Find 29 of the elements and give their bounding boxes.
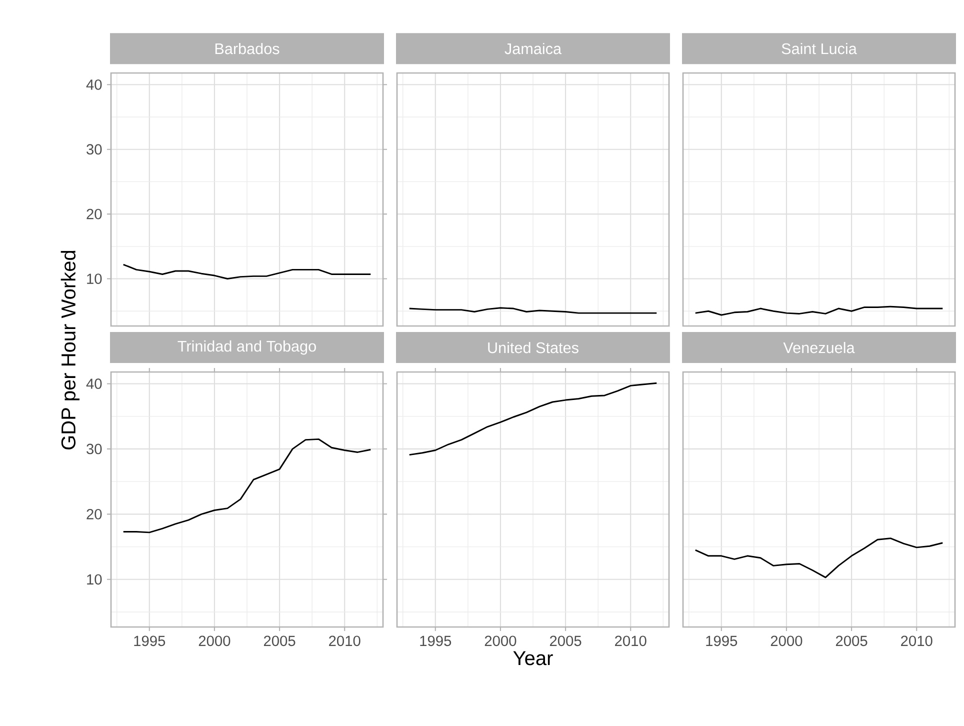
y-tick-label: 20 [86,208,102,220]
x-tick-label: 2000 [770,636,802,646]
x-tick-label: 1995 [420,636,452,646]
chart-title: Saint Lucia [782,42,857,54]
y-axis-title: GDP per Hour Worked [60,250,80,450]
chart-title: Trinidad and Tobago [178,340,316,355]
line-series [122,438,372,534]
x-axis-title: Year [513,651,553,666]
y-tick-label: 40 [86,378,102,389]
y-tick-label: 10 [87,574,102,585]
chart-title: Barbados [215,42,280,54]
y-tick-label: 40 [86,79,102,90]
y-tick-label: 30 [86,444,102,454]
x-tick-label: 2000 [198,636,230,646]
x-tick-label: 1995 [134,636,166,646]
x-tick-label: 2005 [264,636,296,646]
x-tick-label: 2005 [836,636,868,646]
x-tick-label: 2010 [901,636,932,646]
x-tick-label: 2010 [329,636,360,646]
y-tick-label: 20 [86,508,102,520]
x-tick-label: 1995 [706,636,738,646]
y-tick-label: 30 [86,144,102,155]
x-tick-label: 2005 [550,636,582,646]
chart-title: Venezuela [783,342,855,354]
chart-title: Jamaica [504,42,562,54]
chart-title: United States [488,342,578,354]
x-tick-label: 2000 [484,636,516,646]
x-tick-label: 2010 [615,636,646,646]
y-tick-label: 10 [87,274,102,284]
